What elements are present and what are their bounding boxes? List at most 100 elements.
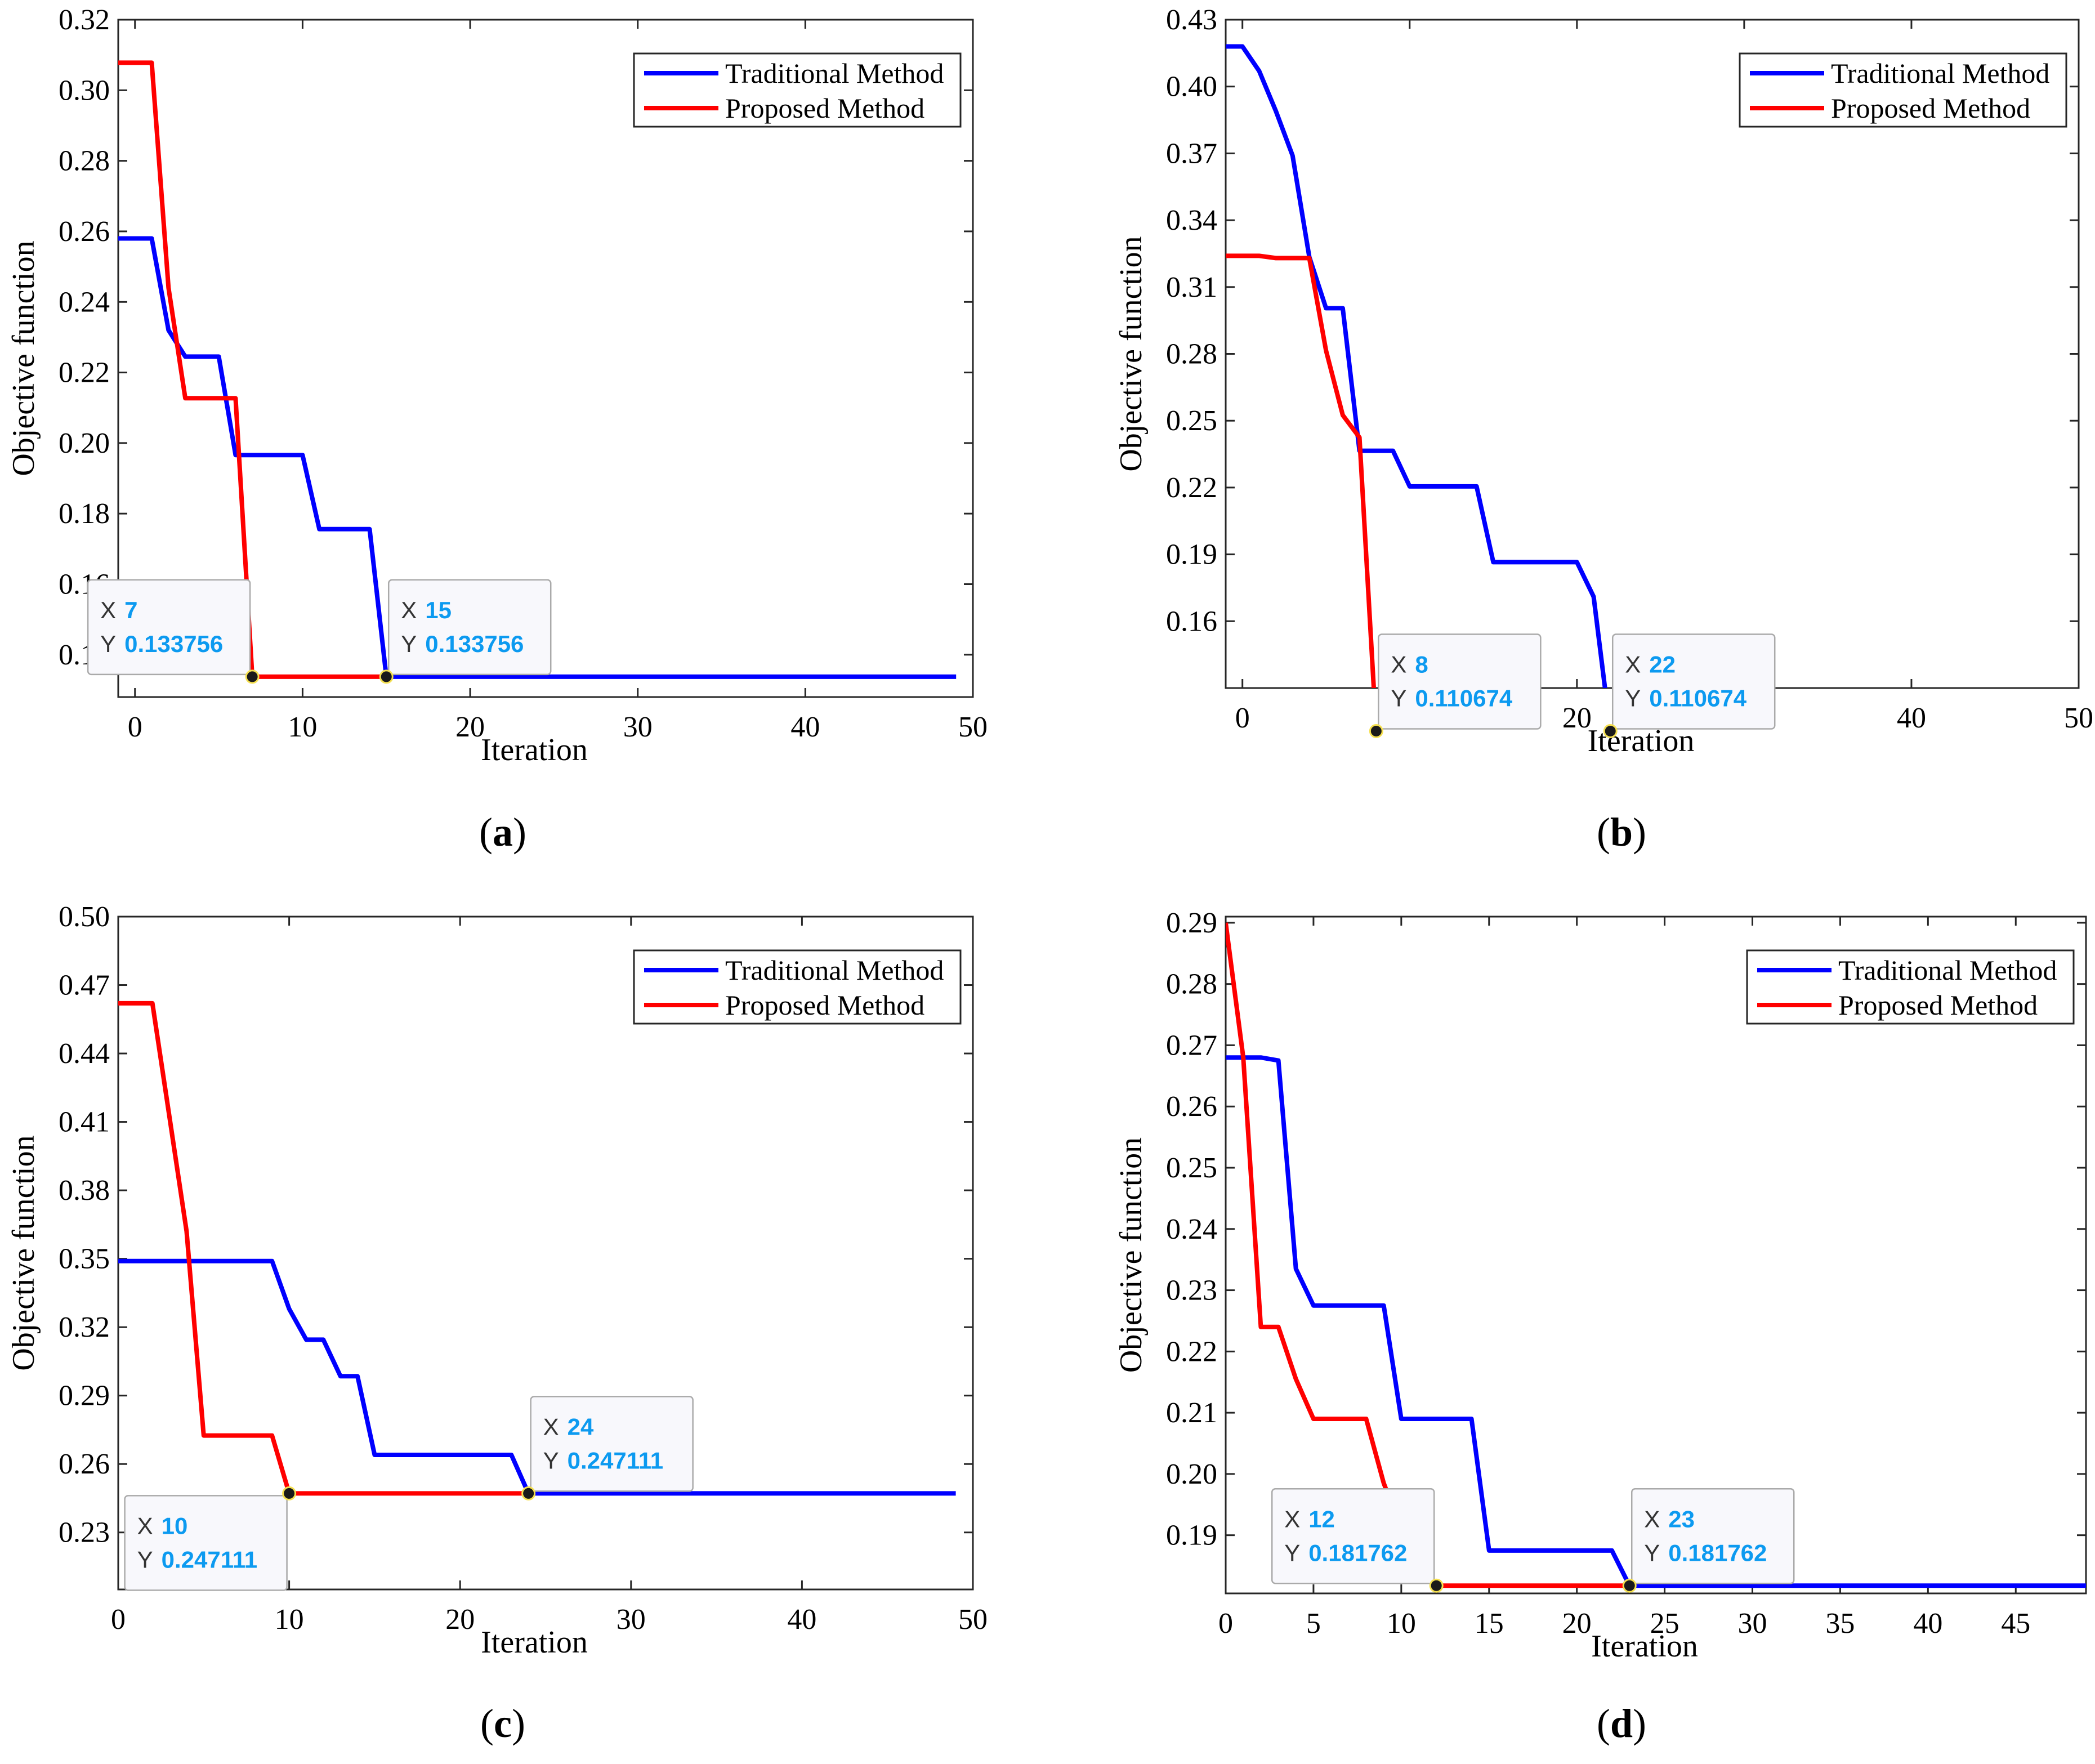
- x-tick-label: 40: [1913, 1607, 1942, 1640]
- x-tick-label: 40: [1897, 702, 1926, 734]
- datatip-y-label: Y: [401, 631, 417, 657]
- chart-panel-b: 010203040500.160.190.220.250.280.310.340…: [1114, 4, 2093, 855]
- series-group: [1226, 44, 1607, 688]
- datatip-y-label: Y: [100, 631, 116, 657]
- legend-box: [1739, 52, 2067, 128]
- datatip-marker[interactable]: [521, 1486, 536, 1500]
- legend-box: [633, 52, 962, 128]
- datatip-x-label: X: [1625, 651, 1641, 677]
- datatip-box: [387, 579, 552, 676]
- datatip-y-label: Y: [1644, 1539, 1660, 1566]
- legend-label: Proposed Method: [1831, 92, 2030, 124]
- datatip-marker[interactable]: [282, 1486, 297, 1500]
- datatip-y-value: 0.181762: [1668, 1539, 1767, 1566]
- y-axis-label: Objective function: [6, 1135, 41, 1370]
- datatip-x-value: 22: [1649, 651, 1676, 677]
- x-tick-label: 30: [1738, 1607, 1767, 1640]
- datatip-box: [1611, 633, 1776, 730]
- datatip[interactable]: X 22 Y 0.110674: [1603, 633, 1776, 738]
- y-tick-label: 0.27: [1166, 1029, 1217, 1061]
- legend-label: Traditional Method: [725, 954, 944, 986]
- datatip-box: [1378, 633, 1542, 730]
- datatip-marker[interactable]: [1622, 1578, 1637, 1593]
- x-tick-label: 10: [275, 1604, 304, 1636]
- datatip-x-label: X: [1644, 1506, 1660, 1532]
- x-tick-label: 5: [1306, 1607, 1321, 1640]
- x-tick-label: 30: [623, 711, 653, 743]
- y-tick-label: 0.23: [1166, 1275, 1217, 1307]
- x-tick-label: 20: [445, 1604, 475, 1636]
- series-line-traditional-method: [1226, 1055, 2086, 1588]
- x-tick-label: 40: [787, 1604, 816, 1636]
- datatip[interactable]: X 10 Y 0.247111: [124, 1486, 297, 1591]
- datatip-x-value: 24: [568, 1413, 594, 1440]
- x-tick-label: 0: [1235, 702, 1250, 734]
- datatip-y-value: 0.110674: [1649, 685, 1747, 711]
- x-tick-label: 20: [1562, 702, 1592, 734]
- y-tick-label: 0.22: [1166, 472, 1217, 504]
- y-tick-label: 0.28: [1166, 338, 1217, 370]
- datatip-x-label: X: [543, 1413, 559, 1440]
- y-tick-label: 0.50: [59, 901, 110, 933]
- datatip-x-value: 8: [1415, 651, 1428, 677]
- datatip-marker[interactable]: [1429, 1578, 1444, 1593]
- y-tick-label: 0.19: [1166, 1520, 1217, 1552]
- y-tick-label: 0.29: [59, 1380, 110, 1412]
- y-tick-label: 0.32: [59, 4, 110, 36]
- y-tick-label: 0.22: [59, 357, 110, 389]
- datatip-box: [1271, 1488, 1435, 1584]
- y-tick-label: 0.23: [59, 1517, 110, 1549]
- datatip-y-label: Y: [137, 1546, 153, 1573]
- datatip[interactable]: X 7Y 0.133756: [87, 579, 260, 684]
- datatip[interactable]: X 23 Y 0.181762: [1622, 1488, 1795, 1593]
- datatip[interactable]: X 24 Y 0.247111: [521, 1396, 694, 1500]
- datatip-y-value: 0.181762: [1308, 1539, 1407, 1566]
- panel-caption: (a): [479, 810, 526, 855]
- datatip-marker[interactable]: [1369, 724, 1383, 738]
- series-group: [118, 1001, 956, 1496]
- y-tick-label: 0.24: [1166, 1213, 1217, 1245]
- plot-area: [1225, 916, 2087, 1595]
- y-tick-label: 0.30: [59, 74, 110, 106]
- y-tick-label: 0.28: [1166, 968, 1217, 1001]
- legend-label: Proposed Method: [725, 989, 924, 1021]
- y-tick-label: 0.19: [1166, 539, 1217, 571]
- y-tick-label: 0.21: [1166, 1397, 1217, 1429]
- datatip-x-label: X: [137, 1512, 153, 1539]
- y-tick-label: 0.31: [1166, 271, 1217, 303]
- datatip[interactable]: X 12 Y 0.181762: [1271, 1488, 1444, 1593]
- datatip-box: [1631, 1488, 1795, 1584]
- x-tick-label: 30: [617, 1604, 646, 1636]
- x-tick-label: 40: [790, 711, 820, 743]
- datatip-x-value: 7: [124, 597, 137, 623]
- legend-label: Proposed Method: [1838, 989, 2038, 1021]
- datatip-box: [124, 1495, 288, 1591]
- legend-label: Traditional Method: [725, 57, 944, 89]
- x-tick-label: 0: [128, 711, 142, 743]
- datatip-box: [530, 1396, 694, 1492]
- y-axis-label: Objective function: [6, 240, 41, 476]
- y-tick-label: 0.34: [1166, 204, 1217, 236]
- y-tick-label: 0.40: [1166, 71, 1217, 103]
- datatip-x-value: 23: [1668, 1506, 1695, 1532]
- y-tick-label: 0.22: [1166, 1336, 1217, 1368]
- y-tick-label: 0.28: [59, 145, 110, 177]
- datatip-x-label: X: [1391, 651, 1406, 677]
- y-axis-label: Objective function: [1114, 1137, 1149, 1373]
- datatip-marker[interactable]: [245, 669, 260, 684]
- datatip-y-label: Y: [543, 1447, 559, 1473]
- datatip-marker[interactable]: [379, 669, 394, 684]
- x-tick-label: 25: [1650, 1607, 1679, 1640]
- datatip[interactable]: X 8Y 0.110674: [1369, 633, 1542, 738]
- datatip-y-value: 0.247111: [162, 1546, 258, 1573]
- x-tick-label: 15: [1475, 1607, 1504, 1640]
- datatip-x-label: X: [1284, 1506, 1300, 1532]
- datatip-marker[interactable]: [1603, 724, 1618, 738]
- datatip[interactable]: X 15 Y 0.133756: [379, 579, 552, 684]
- y-tick-label: 0.20: [59, 427, 110, 459]
- y-tick-label: 0.38: [59, 1174, 110, 1207]
- datatip-y-label: Y: [1625, 685, 1641, 711]
- x-tick-label: 50: [2064, 702, 2093, 734]
